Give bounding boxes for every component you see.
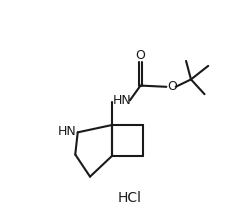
Text: HCl: HCl <box>118 191 141 205</box>
Text: HN: HN <box>57 125 76 138</box>
Text: HN: HN <box>113 94 132 107</box>
Text: O: O <box>167 80 177 93</box>
Text: O: O <box>135 49 145 62</box>
